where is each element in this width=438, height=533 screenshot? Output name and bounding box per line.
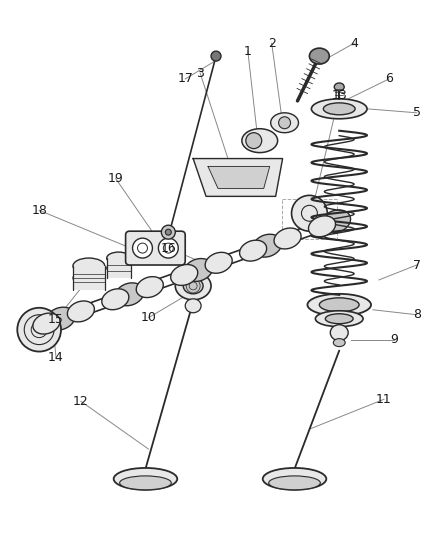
Polygon shape (193, 158, 283, 196)
Text: 1: 1 (244, 45, 252, 58)
Ellipse shape (330, 325, 348, 341)
Ellipse shape (171, 264, 198, 285)
Text: 7: 7 (413, 259, 421, 271)
Text: 19: 19 (108, 172, 124, 185)
Text: 5: 5 (413, 106, 421, 119)
Ellipse shape (102, 289, 129, 310)
Ellipse shape (325, 314, 353, 324)
Text: 15: 15 (48, 313, 64, 326)
Circle shape (161, 225, 175, 239)
Circle shape (159, 238, 178, 258)
Text: 17: 17 (177, 72, 193, 85)
Ellipse shape (271, 113, 298, 133)
Ellipse shape (333, 338, 345, 346)
Text: 3: 3 (196, 67, 204, 79)
Ellipse shape (319, 298, 359, 312)
Ellipse shape (263, 468, 326, 490)
Bar (282, 199, 337, 239)
Text: 8: 8 (413, 308, 421, 321)
Text: 4: 4 (350, 37, 358, 50)
Ellipse shape (67, 301, 95, 322)
Circle shape (279, 117, 290, 129)
Ellipse shape (315, 311, 363, 327)
Ellipse shape (311, 99, 367, 119)
Ellipse shape (323, 103, 355, 115)
Text: 14: 14 (48, 351, 64, 364)
Text: 10: 10 (141, 311, 156, 324)
Ellipse shape (107, 262, 131, 274)
Ellipse shape (274, 228, 301, 249)
Ellipse shape (308, 216, 336, 237)
Text: 12: 12 (73, 395, 89, 408)
Ellipse shape (184, 259, 213, 281)
Ellipse shape (46, 307, 75, 330)
Circle shape (165, 229, 171, 235)
Text: 18: 18 (31, 204, 47, 217)
Text: 13: 13 (332, 90, 347, 102)
Ellipse shape (205, 252, 232, 273)
Circle shape (133, 238, 152, 258)
Ellipse shape (114, 468, 177, 490)
Ellipse shape (240, 240, 267, 261)
Ellipse shape (246, 133, 262, 149)
Ellipse shape (309, 48, 329, 64)
Ellipse shape (107, 252, 131, 264)
Circle shape (17, 308, 61, 352)
Text: 2: 2 (268, 37, 276, 50)
Ellipse shape (115, 283, 144, 306)
Ellipse shape (307, 294, 371, 316)
Text: 9: 9 (390, 333, 398, 346)
Text: 16: 16 (160, 241, 176, 255)
Text: 6: 6 (385, 72, 393, 85)
Ellipse shape (136, 277, 163, 297)
Ellipse shape (183, 278, 203, 294)
Ellipse shape (120, 476, 171, 490)
Circle shape (292, 196, 327, 231)
Ellipse shape (334, 83, 344, 91)
Text: 11: 11 (376, 393, 392, 406)
Ellipse shape (175, 272, 211, 300)
Ellipse shape (73, 258, 105, 274)
Polygon shape (208, 166, 270, 188)
Ellipse shape (33, 313, 60, 334)
FancyBboxPatch shape (126, 231, 185, 265)
FancyBboxPatch shape (107, 258, 131, 278)
Ellipse shape (321, 210, 350, 233)
Ellipse shape (242, 129, 278, 152)
Ellipse shape (185, 299, 201, 313)
Ellipse shape (73, 270, 105, 286)
Ellipse shape (268, 476, 320, 490)
Circle shape (211, 51, 221, 61)
Ellipse shape (253, 234, 282, 257)
FancyBboxPatch shape (73, 266, 105, 290)
